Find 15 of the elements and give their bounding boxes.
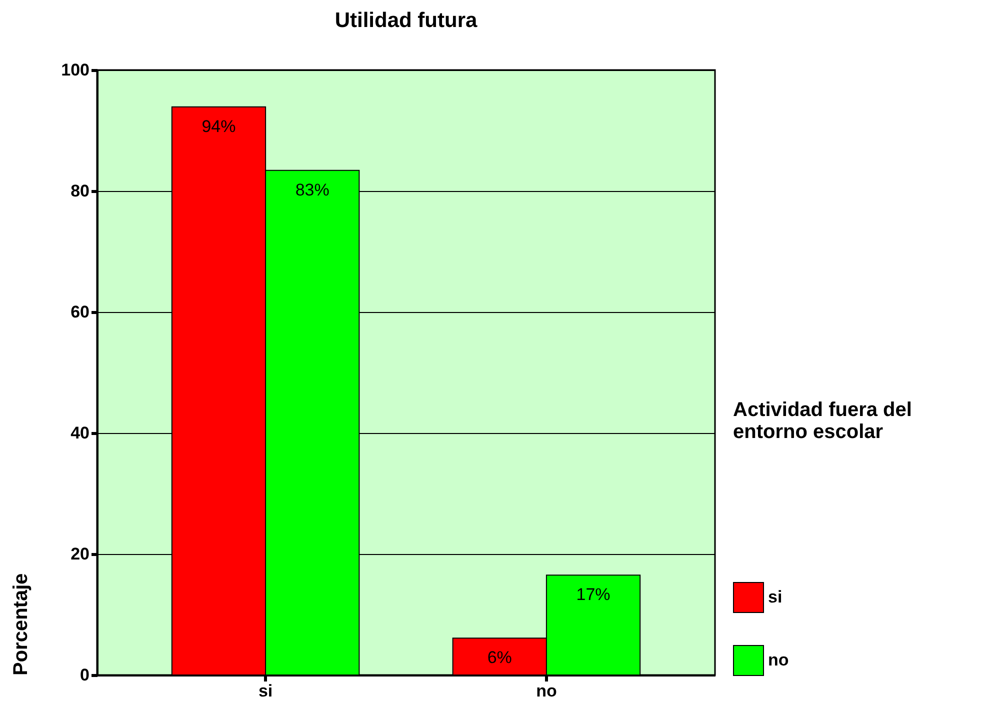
y-tick-label: 20 — [70, 544, 90, 564]
data-label: 6% — [487, 648, 512, 668]
y-tick-label: 40 — [70, 424, 90, 442]
y-tick-label: 0 — [80, 666, 90, 684]
y-axis-title: Porcentaje — [10, 573, 32, 676]
y-tick-label: 60 — [70, 302, 90, 322]
data-label: 94% — [202, 116, 236, 136]
y-tick-label: 80 — [70, 182, 90, 200]
data-label: 17% — [576, 585, 610, 604]
legend-label: si — [768, 588, 782, 606]
chart-title: Utilidad futura — [334, 9, 478, 32]
legend-label: no — [768, 650, 789, 670]
y-tick-label: 100 — [61, 60, 90, 80]
data-label: 83% — [295, 180, 330, 200]
legend-title: Actividad fuera del entorno escolar — [733, 399, 912, 443]
